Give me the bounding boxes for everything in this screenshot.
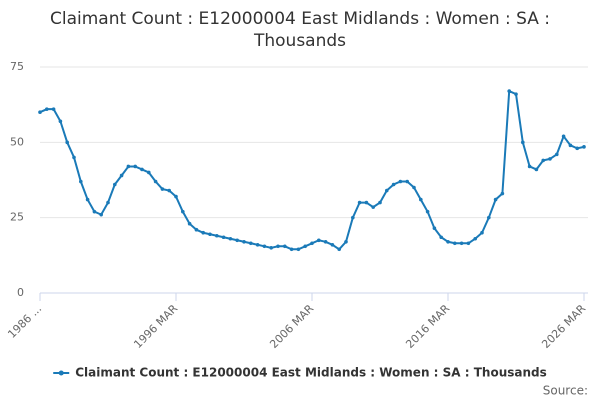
x-tick-label: 2026 MAR [539, 302, 588, 351]
data-point [453, 241, 457, 246]
x-tick-label: 1986 ... [5, 302, 44, 341]
data-point [419, 197, 423, 202]
data-point [337, 247, 342, 252]
data-point [201, 230, 205, 235]
series-line [39, 89, 585, 251]
data-point [72, 155, 76, 160]
data-point [296, 247, 301, 252]
data-point [133, 164, 137, 169]
data-point [181, 209, 185, 214]
data-point [575, 146, 579, 151]
data-point [174, 194, 178, 199]
data-point [480, 230, 484, 235]
y-tick-label: 75 [10, 60, 24, 73]
data-point [310, 241, 314, 246]
data-point [568, 143, 573, 148]
data-point [269, 246, 274, 250]
data-point [140, 167, 144, 172]
data-point [548, 157, 552, 161]
data-point [215, 233, 219, 238]
data-point [398, 179, 403, 184]
data-point [255, 242, 260, 247]
data-point [51, 107, 56, 111]
data-point [466, 241, 471, 246]
x-tick-label: 2006 MAR [267, 302, 316, 351]
data-point [493, 197, 498, 202]
y-tick-label: 25 [10, 211, 24, 224]
data-point [228, 236, 233, 241]
data-point [113, 182, 117, 187]
data-point [459, 241, 464, 246]
data-point [351, 215, 355, 220]
data-point [330, 242, 335, 247]
data-point [249, 241, 253, 246]
data-point [500, 191, 505, 196]
data-point [208, 232, 212, 237]
data-point [555, 152, 559, 157]
data-point [364, 200, 369, 205]
data-point [527, 164, 532, 169]
data-point [126, 164, 131, 169]
data-point [119, 173, 124, 178]
data-point [276, 244, 280, 249]
legend: Claimant Count : E12000004 East Midlands… [53, 366, 547, 380]
data-point [38, 110, 42, 114]
y-tick-label: 50 [10, 135, 24, 148]
data-point [187, 221, 192, 226]
data-point [262, 244, 267, 249]
x-tick-label: 2016 MAR [403, 302, 452, 351]
data-point [45, 107, 49, 111]
legend-marker [58, 370, 64, 376]
data-point [439, 235, 444, 240]
data-point [425, 209, 430, 214]
data-point [65, 140, 69, 145]
data-point [582, 145, 586, 149]
data-point [405, 179, 410, 184]
data-point [283, 244, 287, 249]
data-point [534, 167, 539, 172]
legend-label: Claimant Count : E12000004 East Midlands… [75, 366, 547, 380]
data-point [235, 238, 239, 243]
chart-title: Claimant Count : E12000004 East Midlands… [49, 9, 551, 51]
data-point [412, 185, 416, 190]
data-point [85, 197, 90, 202]
data-point [58, 119, 63, 124]
data-point [317, 238, 321, 243]
data-point [289, 247, 294, 252]
data-point [561, 134, 566, 139]
data-point [323, 239, 328, 244]
data-point [473, 236, 478, 241]
data-point [507, 89, 512, 93]
data-point [432, 226, 437, 231]
data-point [194, 227, 199, 232]
data-point [385, 188, 389, 193]
data-point [242, 239, 246, 244]
data-point [153, 179, 158, 184]
data-point [344, 239, 348, 244]
data-point [160, 187, 165, 191]
data-point [221, 235, 226, 240]
data-point [303, 244, 308, 249]
data-point [79, 179, 83, 184]
data-point [521, 140, 525, 145]
data-point [147, 170, 151, 175]
data-point [371, 205, 376, 209]
data-point [391, 182, 396, 187]
data-point [514, 92, 518, 96]
data-point [167, 188, 171, 193]
data-point [106, 200, 110, 205]
data-point [357, 200, 362, 205]
data-point [92, 209, 97, 214]
x-tick-label: 1996 MAR [131, 302, 180, 351]
data-point [378, 200, 382, 205]
y-tick-label: 0 [17, 286, 24, 299]
data-point [487, 215, 491, 220]
data-point [99, 212, 103, 217]
data-point [446, 239, 450, 244]
source: Source: [543, 384, 588, 398]
data-point [541, 158, 545, 163]
